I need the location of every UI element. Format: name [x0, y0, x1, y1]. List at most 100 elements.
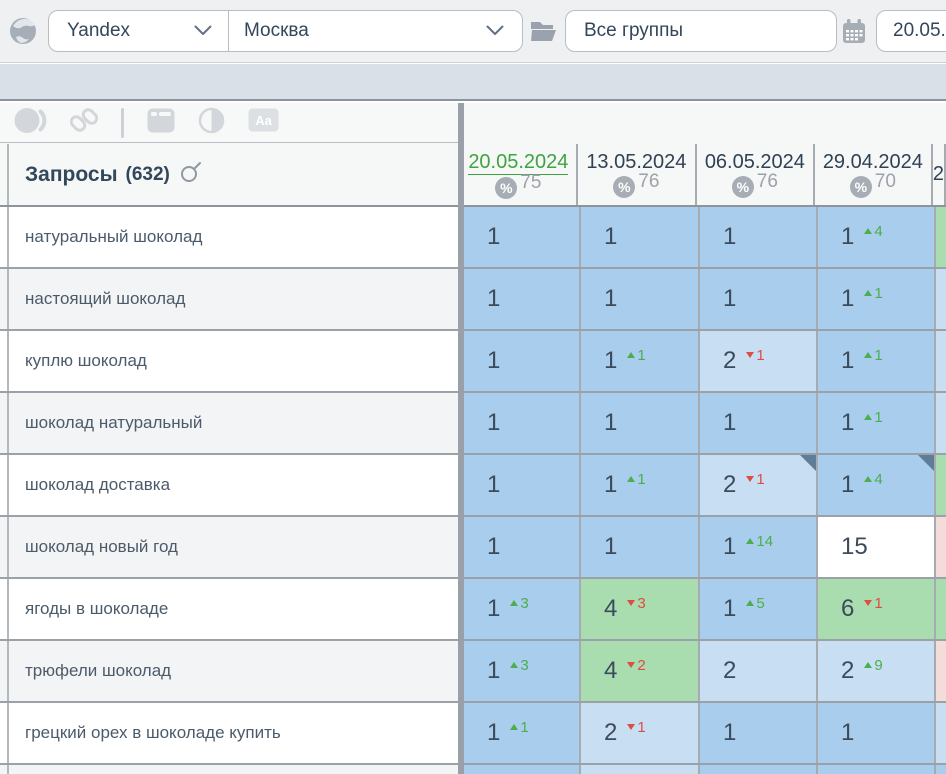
date-range-input[interactable]: 20.05.2	[876, 10, 946, 52]
position-cell[interactable]	[936, 765, 946, 774]
snippet-corner-marker[interactable]	[800, 455, 816, 471]
date-label[interactable]: 2	[932, 163, 944, 185]
keyword-cell[interactable]: натуральный шоколад	[0, 207, 458, 267]
position-cell[interactable]: 15	[818, 517, 936, 577]
position-cell[interactable]: 1	[700, 393, 818, 453]
percent-value: 75	[520, 171, 542, 193]
search-icon[interactable]	[180, 161, 202, 188]
search-engine-select[interactable]: Yandex	[49, 11, 229, 51]
position-cell[interactable]	[936, 207, 946, 267]
position-cell[interactable]: 2	[700, 641, 818, 701]
position-cell[interactable]	[936, 703, 946, 763]
position-cell[interactable]	[581, 765, 700, 774]
position-cell[interactable]: 1	[464, 331, 581, 391]
column-divider[interactable]	[458, 103, 464, 774]
snippet-corner-marker[interactable]	[918, 455, 934, 471]
table-row: шоколад доставка 1 1 1 2 1 1 4	[0, 455, 946, 517]
date-label[interactable]: 13.05.2024	[586, 151, 687, 173]
triangle-up-icon	[864, 414, 873, 420]
position-cell[interactable]	[936, 393, 946, 453]
position-cell[interactable]	[936, 269, 946, 329]
position-value: 2	[841, 657, 855, 684]
position-cell[interactable]	[936, 517, 946, 577]
position-cell[interactable]: 1	[464, 269, 581, 329]
date-column-header[interactable]: 29.04.2024% 70	[815, 144, 933, 205]
change-value: 1	[874, 346, 883, 364]
keyword-cell[interactable]: настоящий шоколад	[0, 269, 458, 329]
percent-icon: %	[849, 176, 872, 198]
keyword-cell[interactable]: трюфели шоколад	[0, 641, 458, 701]
position-value: 1	[841, 719, 855, 746]
date-label[interactable]: 06.05.2024	[704, 151, 805, 173]
date-column-header[interactable]: 13.05.2024% 76	[578, 144, 697, 205]
current-date-link[interactable]: 20.05.2024	[468, 150, 569, 175]
date-column-header[interactable]: 20.05.2024% 75	[461, 144, 578, 205]
position-cell[interactable]	[818, 765, 936, 774]
region-select[interactable]: Москва	[229, 11, 522, 51]
change-value: 3	[520, 594, 529, 612]
keyword-cell[interactable]: грецкий орех в шоколаде купить	[0, 703, 458, 763]
keyword-cell[interactable]: шоколад доставка	[0, 455, 458, 515]
position-cell[interactable]: 1	[581, 269, 700, 329]
text-case-icon[interactable]: Aa	[248, 108, 279, 137]
change-down-indicator: 1	[627, 718, 646, 736]
keyword-cell[interactable]: куплю шоколад	[0, 331, 458, 391]
date-column-header[interactable]: 06.05.2024% 76	[697, 144, 815, 205]
position-cell[interactable]	[936, 579, 946, 639]
position-cell[interactable]: 1	[581, 207, 700, 267]
keyword-cell[interactable]: шоколад новый год	[0, 517, 458, 577]
position-cell[interactable]: 1	[464, 455, 581, 515]
globe-icon	[9, 17, 37, 50]
position-value: 1	[487, 533, 501, 560]
position-cell[interactable]: 1	[464, 393, 581, 453]
contrast-icon[interactable]	[198, 107, 225, 139]
keyword-cell[interactable]	[0, 765, 458, 774]
position-cell[interactable]: 1	[700, 269, 818, 329]
calendar-icon[interactable]	[841, 19, 867, 50]
keyword-cell[interactable]: ягоды в шоколаде	[0, 579, 458, 639]
window-icon[interactable]	[147, 108, 175, 138]
position-cell[interactable]: 1	[700, 207, 818, 267]
position-value: 1	[487, 657, 501, 684]
position-cell[interactable]: 1	[581, 393, 700, 453]
position-cell[interactable]	[936, 455, 946, 515]
group-filter-select[interactable]: Все группы	[565, 10, 837, 52]
position-cell[interactable]	[936, 331, 946, 391]
position-cell[interactable]: 1	[464, 207, 581, 267]
change-value: 3	[637, 594, 646, 612]
position-cell[interactable]: 1	[700, 703, 818, 763]
keyword-cell[interactable]: шоколад натуральный	[0, 393, 458, 453]
position-cell[interactable]: 1	[581, 517, 700, 577]
rank-grid: Запросы (632) 20.05.2024% 75 13.05.2024% 76…	[0, 144, 946, 774]
change-value: 1	[637, 718, 646, 736]
circle-crescent-icon[interactable]	[13, 105, 47, 141]
position-cell[interactable]: 1 14	[700, 517, 818, 577]
date-label[interactable]: 29.04.2024	[822, 151, 923, 173]
position-cell[interactable]: 1	[464, 517, 581, 577]
link-icon[interactable]	[69, 106, 99, 139]
folder-icon[interactable]	[530, 19, 557, 47]
date-column-header[interactable]: 2	[933, 144, 946, 205]
position-cell[interactable]: 1	[818, 703, 936, 763]
position-cell[interactable]	[700, 765, 818, 774]
position-cell[interactable]	[464, 765, 581, 774]
position-cell[interactable]	[936, 641, 946, 701]
